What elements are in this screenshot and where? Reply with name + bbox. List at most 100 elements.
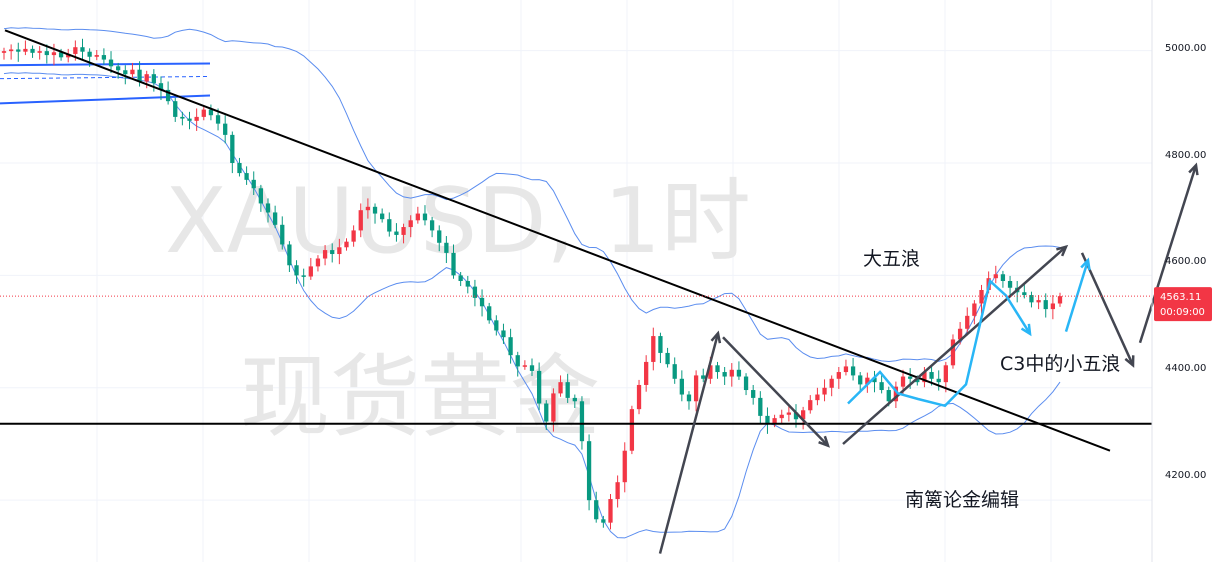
candle-body: [30, 48, 35, 53]
annotations: 大五浪 C3中的小五浪 南篱论金编辑: [863, 248, 1120, 511]
candle-body: [822, 387, 827, 395]
candle-body: [722, 372, 727, 377]
candle-body: [44, 51, 49, 56]
watermark: XAUUSD, 1时 现货黄金: [165, 169, 751, 450]
candle-body: [679, 378, 684, 395]
candle-body: [1029, 295, 1034, 303]
candle-body: [950, 339, 956, 366]
downtrend-line: [4, 29, 1111, 452]
candle-body: [957, 328, 963, 340]
candle-body: [693, 375, 699, 402]
candle-body: [736, 369, 742, 377]
candle-body: [815, 394, 820, 401]
candle-body: [522, 365, 528, 367]
bollinger-upper: [3, 27, 1061, 363]
candle-body: [380, 213, 385, 220]
candle-body: [758, 397, 763, 416]
candle-body: [929, 372, 934, 379]
candle-body: [8, 49, 14, 52]
candle-body: [372, 206, 378, 214]
candle-body: [586, 441, 592, 501]
candle-body: [429, 220, 435, 231]
candle-body: [651, 336, 656, 362]
candle-body: [800, 410, 806, 420]
arrow-c3-waves: [847, 278, 1032, 408]
candle-body: [344, 241, 349, 248]
candle-body: [130, 69, 135, 75]
arrow-c3-up-head: [1080, 257, 1091, 271]
candle-body: [16, 49, 21, 52]
candle-body: [665, 352, 670, 365]
candle-body: [258, 188, 264, 204]
candle-body: [294, 265, 299, 276]
y-tick-4400: 4400.00: [1165, 363, 1206, 374]
candle-body: [793, 412, 799, 420]
grid-lines: [0, 0, 1152, 562]
candle-body: [101, 55, 107, 60]
candle-body: [301, 275, 306, 277]
candle-body: [629, 409, 635, 451]
candle-body: [594, 500, 599, 520]
bollinger-bands: [3, 27, 1061, 539]
candle-body: [223, 123, 228, 135]
candle-body: [708, 365, 713, 379]
arrow-big-wave: [842, 244, 1069, 445]
candle-body: [287, 244, 292, 266]
candle-body: [1007, 281, 1013, 288]
candle-body: [865, 377, 870, 385]
candle-body: [900, 376, 906, 387]
candle-body: [422, 213, 428, 221]
candle-body: [494, 320, 499, 331]
candle-body: [829, 378, 834, 388]
candle-body: [743, 376, 749, 391]
candle-body: [608, 499, 613, 523]
countdown-timer: 00:09:00: [1160, 307, 1205, 318]
candle-body: [558, 382, 563, 394]
candle-body: [529, 365, 535, 371]
candle-body: [201, 109, 206, 117]
y-tick-5000: 5000.00: [1165, 43, 1206, 54]
candle-body: [636, 384, 642, 410]
arrow-drop-head: [1124, 355, 1135, 368]
candle-body: [915, 378, 920, 383]
candle-body: [187, 118, 192, 121]
candle-body: [37, 51, 42, 53]
arrow-rally-line: [658, 332, 720, 554]
candle-body: [280, 224, 285, 245]
arrow-target-head: [1188, 162, 1199, 176]
candle-body: [893, 386, 899, 402]
candle-body: [365, 206, 371, 211]
candle-body: [658, 336, 663, 353]
candle-body: [23, 48, 28, 52]
candle-body: [479, 297, 485, 307]
bollinger-lower: [3, 72, 1061, 539]
candle-body: [551, 393, 556, 422]
big-wave-label: 大五浪: [863, 248, 920, 270]
candle-body: [123, 70, 128, 75]
candle-body: [979, 289, 984, 304]
candle-body: [615, 482, 620, 500]
candle-body: [565, 382, 570, 398]
small-wave-label: C3中的小五浪: [1000, 353, 1120, 375]
candle-body: [701, 375, 706, 379]
candle-body: [208, 109, 214, 116]
candle-body: [993, 274, 998, 279]
candle-body: [644, 361, 649, 385]
candle-body: [579, 401, 585, 442]
candle-body: [265, 203, 271, 213]
candle-body: [315, 258, 321, 267]
candle-body: [1000, 274, 1006, 281]
candle-body: [622, 450, 627, 483]
y-tick-4200: 4200.00: [1165, 470, 1206, 481]
candle-body: [850, 366, 856, 376]
candle-body: [808, 400, 813, 411]
candle-body: [765, 415, 770, 424]
price-channel: [0, 62, 211, 105]
candle-body: [1043, 300, 1048, 310]
channel-mid: [0, 75, 211, 80]
candle-body: [237, 162, 242, 174]
candle-body: [501, 330, 506, 338]
arrow-drop: [1080, 252, 1135, 368]
price-axis: 5000.00 4800.00 4600.00 4400.00 4200.00: [1151, 0, 1206, 562]
candle-body: [151, 74, 156, 84]
